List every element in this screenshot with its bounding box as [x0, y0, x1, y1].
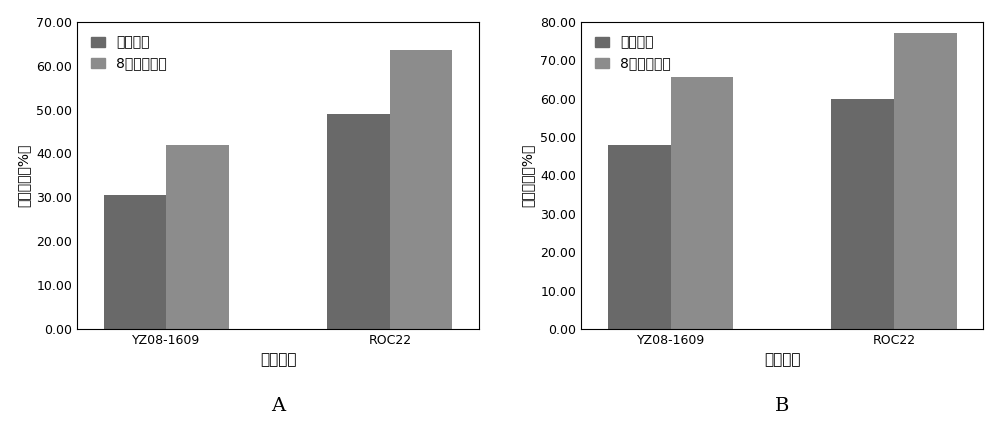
- Bar: [327, 114, 390, 329]
- X-axis label: 甘蔗品种: 甘蔗品种: [764, 353, 801, 367]
- Legend: 全株甘蔗, 8节及以上节: 全株甘蔗, 8节及以上节: [588, 28, 678, 78]
- Bar: [104, 195, 166, 329]
- Bar: [831, 99, 894, 329]
- Legend: 全株甘蔗, 8节及以上节: 全株甘蔗, 8节及以上节: [84, 28, 174, 78]
- X-axis label: 甘蔗品种: 甘蔗品种: [260, 353, 296, 367]
- Bar: [671, 78, 733, 329]
- Y-axis label: 防控效果（%）: 防控效果（%）: [17, 144, 31, 207]
- Bar: [390, 50, 452, 329]
- Text: B: B: [775, 397, 789, 415]
- Bar: [894, 33, 957, 329]
- Y-axis label: 防控效果（%）: 防控效果（%）: [521, 144, 535, 207]
- Bar: [166, 145, 229, 329]
- Text: A: A: [271, 397, 285, 415]
- Bar: [608, 145, 671, 329]
